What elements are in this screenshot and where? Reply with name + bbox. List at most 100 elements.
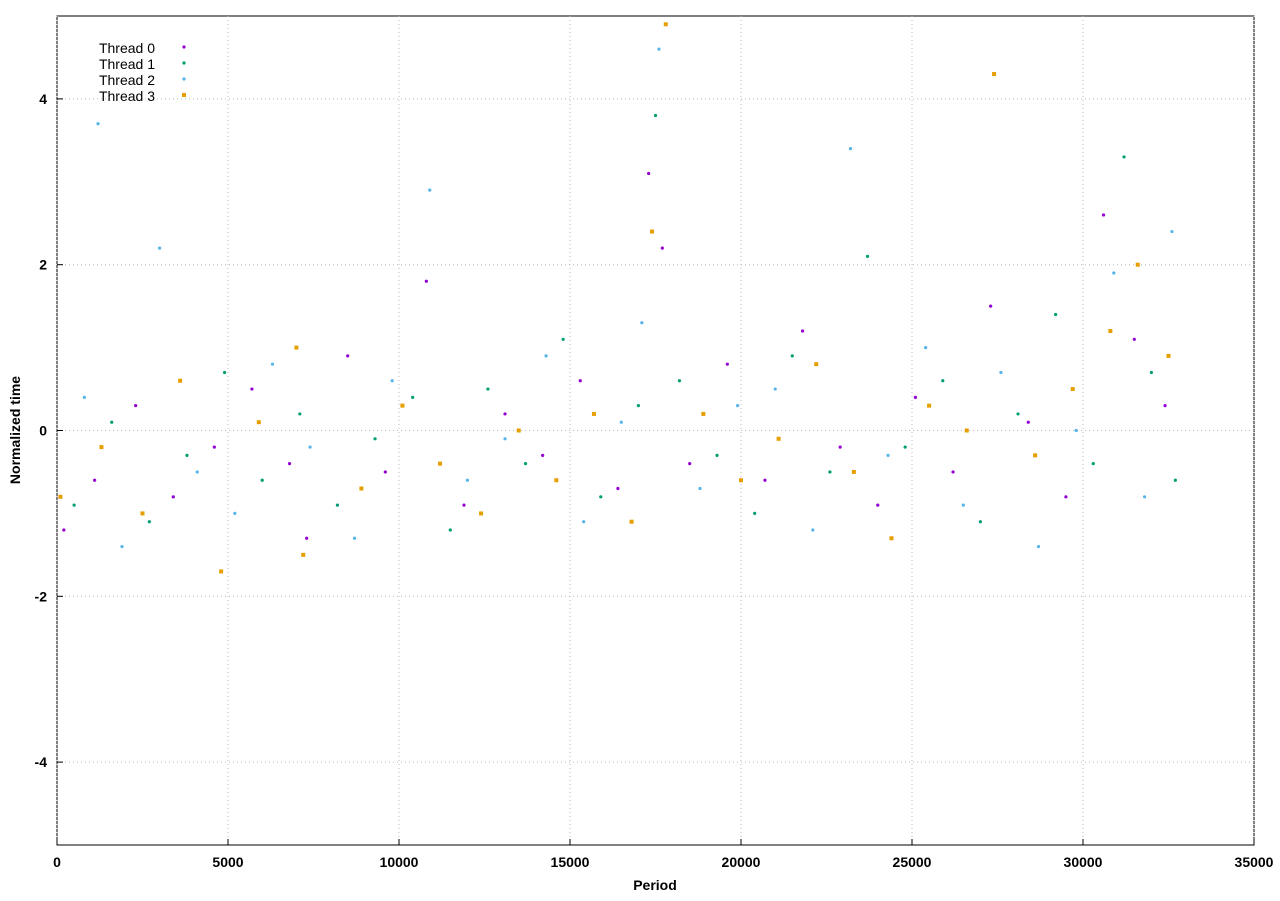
legend-label: Thread 0 — [99, 40, 155, 56]
scatter-point — [465, 478, 469, 482]
scatter-point — [1149, 370, 1153, 375]
scatter-point — [688, 462, 692, 466]
scatter-point — [516, 428, 521, 433]
scatter-point — [647, 171, 651, 176]
scatter-point — [1036, 544, 1041, 549]
scatter-point — [158, 246, 162, 250]
x-tick-label: 20000 — [722, 854, 761, 870]
legend-marker — [182, 93, 186, 97]
scatter-point — [865, 254, 870, 259]
scatter-point — [222, 370, 227, 375]
scatter-point — [599, 495, 603, 499]
scatter-point — [1033, 453, 1038, 458]
y-tick-label: 4 — [39, 91, 47, 107]
scatter-point — [1163, 404, 1167, 408]
scatter-point — [287, 462, 292, 466]
scatter-point — [308, 445, 312, 449]
scatter-point — [219, 569, 224, 574]
y-tick-label: 2 — [39, 257, 47, 273]
scatter-point — [233, 511, 237, 515]
scatter-point — [1132, 337, 1136, 341]
x-tick-label: 10000 — [380, 854, 419, 870]
scatter-point — [851, 469, 856, 474]
scatter-point — [147, 520, 151, 524]
scatter-point — [448, 528, 452, 532]
scatter-point — [616, 486, 620, 491]
scatter-point — [298, 412, 302, 416]
scatter-point — [438, 461, 443, 466]
scatter-point — [411, 395, 415, 399]
scatter-point — [848, 147, 853, 151]
scatter-point — [964, 428, 969, 433]
scatter-point — [927, 403, 932, 408]
scatter-point — [773, 387, 777, 391]
scatter-point — [96, 122, 100, 126]
scatter-point — [373, 437, 377, 441]
scatter-point — [301, 552, 306, 557]
scatter-point — [989, 304, 993, 308]
scatter-point — [811, 528, 815, 532]
scatter-point — [294, 345, 299, 350]
scatter-point — [1170, 229, 1174, 234]
scatter-point — [924, 346, 928, 350]
scatter-point — [58, 494, 63, 499]
legend-label: Thread 1 — [99, 56, 155, 72]
scatter-point — [1101, 213, 1106, 217]
scatter-point — [701, 411, 706, 416]
scatter-point — [582, 520, 586, 524]
x-tick-label: 0 — [53, 854, 61, 870]
scatter-point — [352, 536, 357, 540]
scatter-point — [1026, 420, 1030, 424]
scatter-point — [260, 478, 264, 482]
scatter-point — [171, 495, 175, 499]
scatter-point — [951, 470, 955, 474]
scatter-point — [961, 503, 965, 507]
scatter-point — [1135, 262, 1140, 267]
scatter-point — [1166, 353, 1171, 358]
scatter-point — [660, 246, 664, 250]
scatter-point — [212, 445, 216, 449]
x-tick-label: 35000 — [1235, 854, 1274, 870]
scatter-point — [486, 387, 490, 391]
y-tick-label: -4 — [35, 754, 48, 770]
scatter-point — [544, 354, 548, 358]
scatter-point — [270, 362, 275, 366]
scatter-point — [93, 478, 97, 482]
y-axis-label: Normalized time — [7, 376, 23, 484]
scatter-point — [735, 404, 740, 408]
scatter-point — [636, 404, 641, 408]
scatter-point — [629, 519, 634, 524]
scatter-point — [110, 420, 114, 424]
x-tick-label: 15000 — [551, 854, 590, 870]
scatter-point — [400, 403, 405, 408]
scatter-point — [346, 354, 350, 358]
legend-marker — [182, 45, 186, 49]
scatter-point — [1064, 495, 1068, 499]
scatter-point — [677, 379, 682, 383]
x-tick-label: 30000 — [1064, 854, 1103, 870]
scatter-point — [978, 520, 983, 524]
scatter-point — [992, 72, 997, 77]
y-tick-label: 0 — [39, 423, 47, 439]
scatter-point — [657, 47, 661, 51]
x-tick-label: 25000 — [893, 854, 932, 870]
legend-label: Thread 3 — [99, 88, 155, 104]
scatter-point — [120, 544, 124, 549]
scatter-point — [640, 321, 644, 325]
x-axis-label: Period — [633, 877, 677, 893]
scatter-point — [1112, 271, 1116, 275]
scatter-point — [941, 379, 945, 383]
scatter-point — [763, 478, 767, 482]
scatter-point — [462, 503, 466, 507]
scatter-point — [739, 478, 743, 483]
scatter-point — [256, 420, 261, 425]
scatter-point — [886, 453, 890, 457]
scatter-point — [650, 229, 655, 234]
scatter-point — [1108, 329, 1113, 334]
scatter-point — [99, 445, 104, 450]
y-tick-label: -2 — [35, 588, 48, 604]
scatter-point — [1142, 495, 1147, 499]
scatter-point — [479, 511, 484, 516]
